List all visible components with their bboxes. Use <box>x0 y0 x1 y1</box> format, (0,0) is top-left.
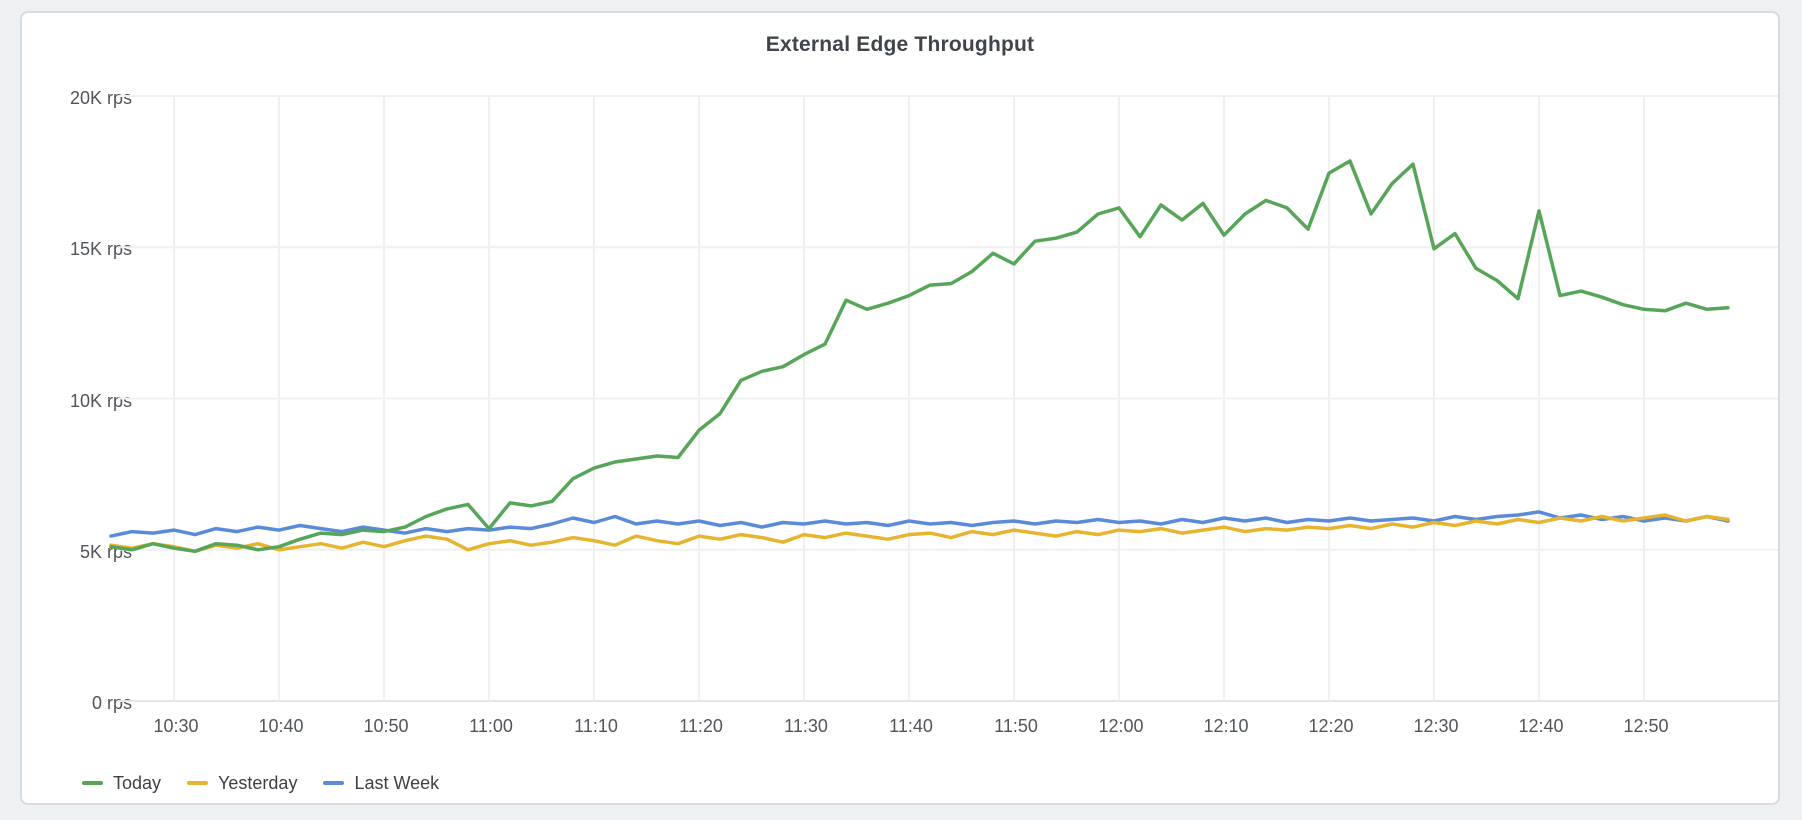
x-axis-tick-label: 12:00 <box>1098 716 1144 736</box>
y-axis-tick-label: 0 rps <box>91 693 132 713</box>
x-axis-tick-label: 12:30 <box>1413 716 1459 736</box>
x-axis-tick-label: 11:10 <box>574 716 618 736</box>
x-axis-tick-label: 12:50 <box>1623 716 1669 736</box>
legend-label-yesterday: Yesterday <box>218 772 298 793</box>
legend-line-swatch-yesterday <box>187 781 209 785</box>
panel-title: External Edge Throughput <box>765 33 1035 56</box>
x-axis-tick-label: 11:40 <box>889 716 933 736</box>
x-axis-tick-label: 12:10 <box>1203 716 1249 736</box>
legend-item-yesterday[interactable]: Yesterday <box>187 773 297 794</box>
x-axis-tick-label: 11:30 <box>784 716 828 736</box>
x-axis-tick-label: 12:20 <box>1308 716 1354 736</box>
plot-area[interactable] <box>111 96 1778 701</box>
x-axis-tick-label: 10:40 <box>258 716 304 736</box>
x-axis-tick-label: 10:50 <box>363 716 409 736</box>
legend-line-swatch-last-week <box>323 781 345 785</box>
y-axis-tick-label: 20K rps <box>69 88 132 108</box>
legend-item-last-week[interactable]: Last Week <box>323 773 439 794</box>
legend-label-today: Today <box>113 772 162 793</box>
legend: Today Yesterday Last Week <box>82 769 465 797</box>
x-axis-tick-label: 11:50 <box>994 716 1038 736</box>
x-axis-tick-label: 11:20 <box>679 716 723 736</box>
x-axis-tick-label: 12:40 <box>1518 716 1564 736</box>
x-axis-tick-label: 10:30 <box>153 716 199 736</box>
x-axis-tick-label: 11:00 <box>469 716 513 736</box>
legend-item-today[interactable]: Today <box>82 773 161 794</box>
legend-line-swatch-today <box>82 781 103 785</box>
legend-label-last-week: Last Week <box>354 772 440 793</box>
